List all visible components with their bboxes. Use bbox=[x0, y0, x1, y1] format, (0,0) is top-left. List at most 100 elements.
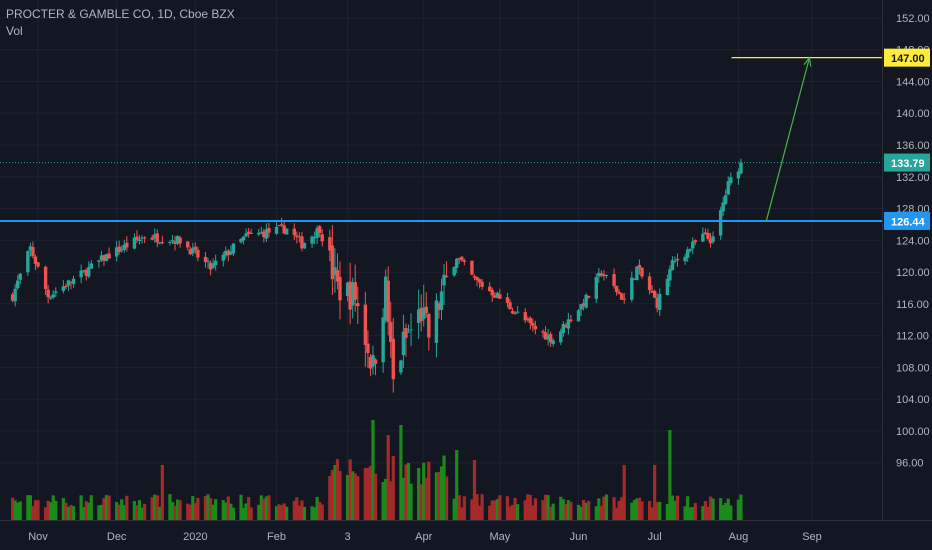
time-tick-label: May bbox=[489, 531, 510, 543]
volume-bar bbox=[211, 504, 215, 520]
candle-body bbox=[153, 234, 157, 239]
volume-bar bbox=[371, 420, 375, 520]
volume-bar bbox=[168, 494, 172, 520]
volume-bar bbox=[559, 496, 563, 520]
candle-body bbox=[493, 295, 497, 298]
candle-body bbox=[363, 304, 368, 345]
candle-body bbox=[175, 235, 180, 244]
time-tick-label: Nov bbox=[28, 531, 48, 543]
volume-bar bbox=[455, 450, 459, 520]
candle-body bbox=[691, 241, 695, 249]
candle-body bbox=[703, 232, 708, 234]
volume-bar bbox=[683, 506, 687, 520]
volume-bar bbox=[510, 504, 515, 520]
candle-body bbox=[353, 282, 357, 300]
candle-body bbox=[46, 289, 50, 298]
volume-bar bbox=[348, 459, 352, 520]
volume-bar bbox=[477, 505, 482, 520]
candle-body bbox=[457, 257, 461, 259]
volume-bar bbox=[417, 467, 421, 520]
volume-bar bbox=[193, 503, 197, 520]
candle-body bbox=[61, 286, 66, 291]
candle-body bbox=[10, 294, 15, 301]
price-tick-label: 140.00 bbox=[896, 108, 930, 120]
candle-body bbox=[226, 250, 231, 256]
candle-body bbox=[655, 297, 659, 309]
candle-body bbox=[614, 285, 619, 292]
volume-bar bbox=[546, 495, 550, 520]
price-tick-label: 136.00 bbox=[896, 140, 930, 152]
volume-bar bbox=[516, 504, 520, 520]
volume-bar bbox=[224, 502, 228, 520]
candle-body bbox=[15, 280, 20, 289]
volume-bar bbox=[191, 496, 195, 520]
volume-bar bbox=[711, 498, 715, 520]
volume-bar bbox=[576, 504, 581, 520]
candle-body bbox=[211, 263, 215, 268]
volume-bar bbox=[460, 507, 464, 520]
candle-body bbox=[495, 292, 500, 298]
candle-body bbox=[36, 262, 40, 267]
volume-bar bbox=[614, 507, 619, 520]
candle-body bbox=[561, 324, 566, 334]
volume-bar bbox=[274, 506, 279, 520]
price-tick-label: 96.00 bbox=[896, 458, 924, 470]
time-tick-label: 3 bbox=[345, 531, 351, 543]
candle-body bbox=[515, 311, 520, 313]
volume-bar bbox=[495, 499, 499, 520]
volume-bar bbox=[604, 494, 609, 520]
volume-bar bbox=[373, 473, 378, 520]
candle-body bbox=[295, 235, 299, 238]
candle-body bbox=[191, 247, 195, 254]
candle-body bbox=[333, 267, 337, 275]
candle-body bbox=[635, 266, 639, 281]
candle-body bbox=[18, 273, 22, 280]
volume-bar bbox=[647, 500, 652, 520]
candle-body bbox=[706, 232, 710, 239]
candle-body bbox=[310, 236, 314, 244]
volume-bar bbox=[488, 505, 492, 520]
last-price-tag: 133.79 bbox=[884, 153, 930, 172]
volume-bar bbox=[650, 507, 654, 520]
volume-bar bbox=[66, 506, 71, 520]
candle-body bbox=[224, 250, 228, 256]
candle-body bbox=[559, 331, 563, 343]
volume-bar bbox=[475, 494, 479, 520]
candle-body bbox=[531, 322, 535, 326]
candle-body bbox=[724, 195, 728, 204]
candle-body bbox=[173, 241, 177, 244]
volume-bar bbox=[257, 504, 261, 520]
volume-bar bbox=[16, 502, 20, 520]
candle-body bbox=[470, 260, 474, 275]
candle-body bbox=[513, 312, 517, 314]
candle-body bbox=[652, 290, 657, 298]
candle-body bbox=[302, 243, 307, 249]
volume-bar bbox=[320, 504, 324, 520]
volume-bar bbox=[302, 506, 307, 520]
candle-body bbox=[158, 242, 162, 244]
candle-body bbox=[391, 338, 395, 380]
candle-body bbox=[338, 276, 342, 301]
volume-bar bbox=[346, 475, 350, 520]
candle-body bbox=[526, 319, 530, 321]
candle-body bbox=[97, 260, 101, 262]
volume-bar bbox=[31, 505, 35, 520]
candle-body bbox=[602, 274, 606, 277]
candle-body bbox=[246, 231, 251, 234]
volume-bar bbox=[670, 495, 675, 520]
candle-body bbox=[711, 236, 715, 242]
candle-body bbox=[368, 356, 373, 369]
candle-body bbox=[277, 225, 281, 227]
volume-bar bbox=[612, 497, 616, 520]
volume-bar bbox=[569, 501, 573, 520]
volume-bar bbox=[724, 502, 728, 520]
volume-bar bbox=[439, 466, 444, 520]
volume-bar bbox=[82, 506, 86, 520]
volume-bar bbox=[739, 494, 743, 520]
volume-bar bbox=[104, 495, 109, 520]
candle-body bbox=[257, 232, 261, 235]
volume-bar bbox=[122, 505, 126, 520]
candle-body bbox=[416, 309, 421, 324]
candle-body bbox=[409, 329, 413, 331]
